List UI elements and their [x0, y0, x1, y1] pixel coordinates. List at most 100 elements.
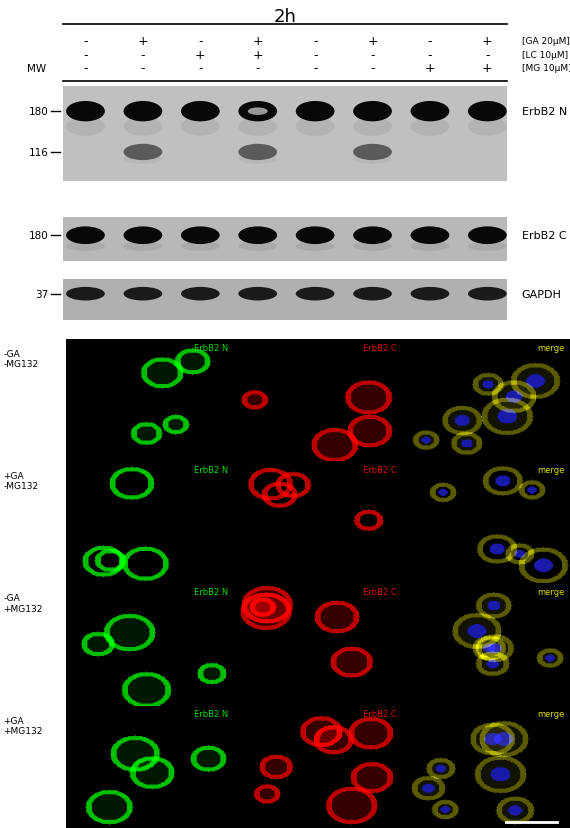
Text: ErbB2 N: ErbB2 N: [194, 465, 229, 474]
Ellipse shape: [353, 242, 392, 252]
Bar: [63, 87, 507, 181]
Ellipse shape: [181, 102, 219, 123]
Text: ErbB2 C: ErbB2 C: [363, 710, 397, 719]
Text: +: +: [253, 49, 263, 61]
Text: -: -: [370, 62, 375, 75]
Text: -: -: [83, 49, 88, 61]
Ellipse shape: [181, 227, 219, 245]
Ellipse shape: [353, 155, 392, 165]
Text: merge: merge: [538, 343, 565, 352]
Text: ErbB2 N: ErbB2 N: [194, 587, 229, 596]
Ellipse shape: [410, 118, 449, 137]
Ellipse shape: [468, 287, 507, 301]
Text: merge: merge: [538, 587, 565, 596]
Text: -: -: [485, 49, 490, 61]
Ellipse shape: [410, 287, 449, 301]
Text: -GA
-MG132: -GA -MG132: [3, 349, 38, 368]
Text: ErbB2 N: ErbB2 N: [194, 343, 229, 352]
Text: +: +: [482, 62, 492, 75]
Text: -: -: [428, 35, 432, 48]
Text: 37: 37: [35, 289, 48, 300]
Ellipse shape: [238, 287, 277, 301]
Ellipse shape: [238, 145, 277, 161]
Text: merge: merge: [538, 710, 565, 719]
Bar: [63, 217, 507, 262]
Text: merge: merge: [538, 465, 565, 474]
Text: ErbB2 C: ErbB2 C: [363, 465, 397, 474]
Text: +: +: [482, 35, 492, 48]
Ellipse shape: [66, 242, 105, 252]
Ellipse shape: [248, 108, 268, 116]
Text: +: +: [367, 35, 378, 48]
Text: -: -: [370, 49, 375, 61]
Text: +: +: [137, 35, 148, 48]
Text: 180: 180: [28, 231, 48, 241]
Ellipse shape: [66, 118, 105, 137]
Text: -GA
+MG132: -GA +MG132: [3, 594, 43, 613]
Ellipse shape: [124, 145, 162, 161]
Text: -: -: [83, 62, 88, 75]
Text: +: +: [253, 35, 263, 48]
Ellipse shape: [296, 242, 335, 252]
Ellipse shape: [181, 118, 219, 137]
Ellipse shape: [181, 287, 219, 301]
Text: +GA
+MG132: +GA +MG132: [3, 715, 43, 735]
Bar: [63, 280, 507, 320]
Text: -: -: [428, 49, 432, 61]
Ellipse shape: [468, 227, 507, 245]
Text: -: -: [313, 49, 317, 61]
Ellipse shape: [353, 287, 392, 301]
Text: MW: MW: [27, 64, 47, 74]
Text: +: +: [195, 49, 206, 61]
Text: ErbB2 C: ErbB2 C: [363, 587, 397, 596]
Ellipse shape: [296, 118, 335, 137]
Ellipse shape: [66, 102, 105, 123]
Ellipse shape: [238, 227, 277, 245]
Text: [LC 10μM]: [LC 10μM]: [522, 51, 568, 60]
Ellipse shape: [124, 118, 162, 137]
Ellipse shape: [296, 102, 335, 123]
Text: -: -: [141, 49, 145, 61]
Ellipse shape: [410, 242, 449, 252]
Text: -: -: [83, 35, 88, 48]
Ellipse shape: [296, 227, 335, 245]
Ellipse shape: [468, 102, 507, 123]
Text: -: -: [313, 62, 317, 75]
Text: 180: 180: [28, 107, 48, 117]
Ellipse shape: [353, 118, 392, 137]
Text: 2h: 2h: [274, 8, 296, 26]
Text: ErbB2 N: ErbB2 N: [194, 710, 229, 719]
Text: +GA
-MG132: +GA -MG132: [3, 471, 38, 491]
Ellipse shape: [124, 227, 162, 245]
Ellipse shape: [238, 102, 277, 123]
Ellipse shape: [238, 242, 277, 252]
Text: GAPDH: GAPDH: [522, 289, 561, 300]
Ellipse shape: [124, 287, 162, 301]
Ellipse shape: [353, 145, 392, 161]
Ellipse shape: [124, 155, 162, 165]
Ellipse shape: [296, 287, 335, 301]
Ellipse shape: [181, 242, 219, 252]
Text: 116: 116: [28, 147, 48, 158]
Text: ErbB2 C: ErbB2 C: [363, 343, 397, 352]
Text: -: -: [255, 62, 260, 75]
Ellipse shape: [238, 118, 277, 137]
Text: ErbB2 N: ErbB2 N: [522, 107, 567, 117]
Ellipse shape: [66, 287, 105, 301]
Ellipse shape: [410, 227, 449, 245]
Text: [GA 20μM]: [GA 20μM]: [522, 37, 569, 46]
Text: [MG 10μM]: [MG 10μM]: [522, 64, 570, 73]
Ellipse shape: [124, 242, 162, 252]
Text: ErbB2 C: ErbB2 C: [522, 231, 566, 241]
Text: -: -: [198, 35, 202, 48]
Text: +: +: [425, 62, 435, 75]
Text: -: -: [141, 62, 145, 75]
Ellipse shape: [66, 227, 105, 245]
Ellipse shape: [353, 102, 392, 123]
Ellipse shape: [124, 102, 162, 123]
Text: -: -: [313, 35, 317, 48]
Ellipse shape: [468, 118, 507, 137]
Ellipse shape: [468, 242, 507, 252]
Text: -: -: [198, 62, 202, 75]
Ellipse shape: [410, 102, 449, 123]
